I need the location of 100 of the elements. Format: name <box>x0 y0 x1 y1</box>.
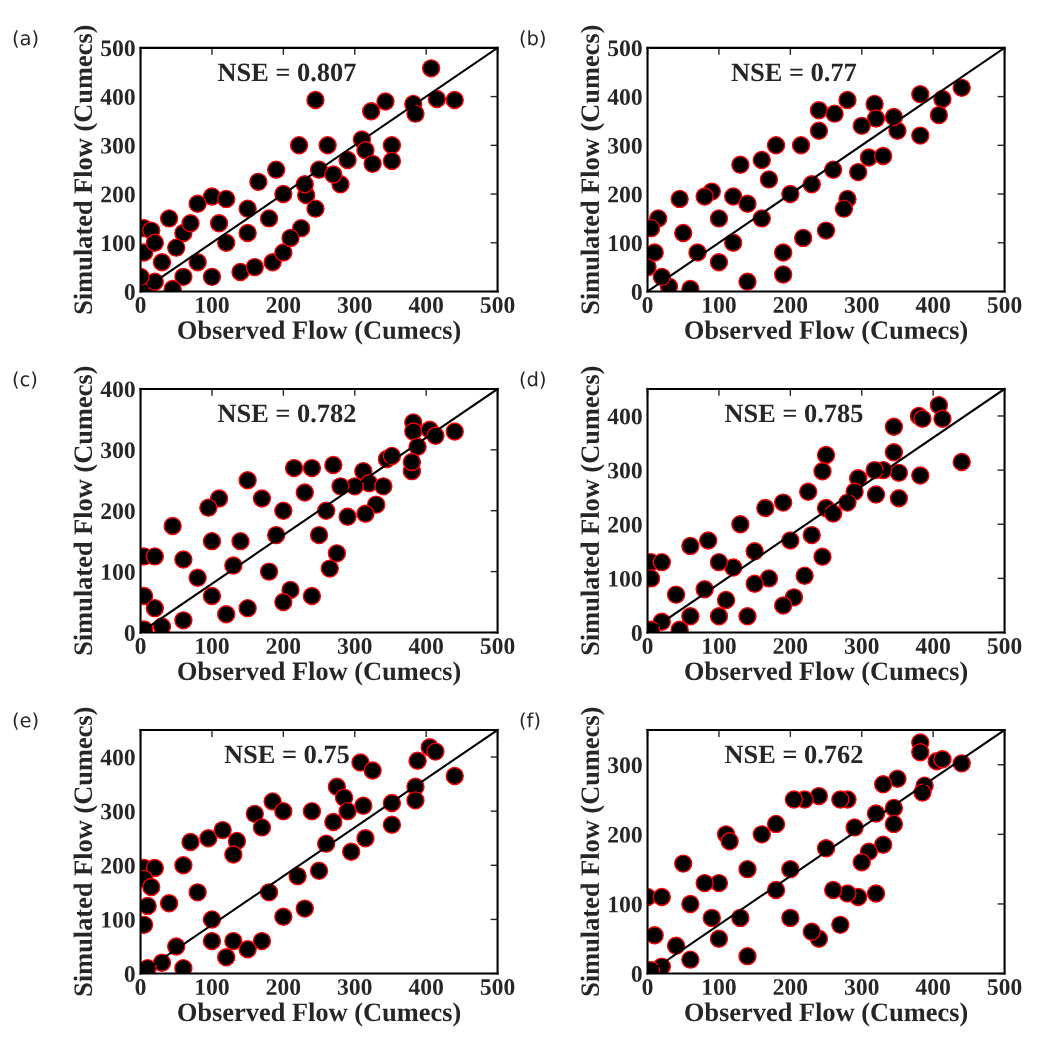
point <box>331 477 350 496</box>
y-tick-label: 100 <box>102 564 135 581</box>
y-tick-label: 400 <box>607 89 642 106</box>
point <box>202 531 222 551</box>
x-axis-title: Observed Flow (Cumecs) <box>178 1002 461 1027</box>
point <box>848 162 868 182</box>
point <box>327 544 347 563</box>
chart-title: (a) <box>13 30 38 48</box>
point <box>374 477 393 496</box>
point <box>774 596 793 615</box>
point <box>281 228 300 248</box>
chart-title: (d) <box>520 371 545 389</box>
point <box>302 458 322 478</box>
point <box>302 586 322 606</box>
x-axis-title: Observed Flow (Cumecs) <box>685 661 968 686</box>
x-axis-title: Observed Flow (Cumecs) <box>685 1002 968 1027</box>
x-tick-label: 100 <box>703 297 736 313</box>
point <box>252 931 272 951</box>
point <box>404 422 423 441</box>
point <box>231 262 250 282</box>
point <box>809 101 829 120</box>
point <box>152 253 172 272</box>
point <box>252 818 272 837</box>
point <box>274 801 293 821</box>
x-tick-label: 400 <box>408 297 443 313</box>
point <box>831 790 850 809</box>
chart-title: (b) <box>520 30 545 48</box>
point <box>217 233 236 252</box>
point <box>738 272 757 291</box>
point <box>852 852 871 872</box>
point <box>382 151 402 171</box>
point <box>274 907 293 926</box>
point <box>295 899 314 918</box>
point <box>426 742 445 761</box>
y-tick-label: 100 <box>609 570 642 587</box>
y-tick-label: 0 <box>631 966 642 982</box>
point <box>341 842 361 861</box>
point <box>952 452 971 472</box>
point <box>188 568 207 587</box>
x-tick-label: 0 <box>135 638 146 654</box>
point <box>356 140 375 160</box>
point <box>445 90 464 110</box>
point <box>209 214 229 233</box>
point <box>302 801 322 821</box>
point <box>813 547 832 566</box>
point <box>238 471 257 490</box>
point <box>911 743 930 762</box>
point <box>816 445 836 465</box>
x-tick-label: 400 <box>408 979 443 996</box>
point <box>873 775 893 794</box>
y-tick-label: 100 <box>609 896 642 913</box>
x-tick-label: 300 <box>337 297 372 313</box>
point <box>702 908 721 928</box>
point <box>406 104 425 123</box>
x-tick-label: 400 <box>915 979 950 996</box>
point <box>361 102 381 121</box>
x-tick-label: 200 <box>266 979 301 996</box>
point <box>167 238 186 257</box>
point <box>249 172 268 192</box>
y-axis-title: Simulated Flow (Cumecs) <box>73 366 98 655</box>
point <box>666 585 686 604</box>
point <box>338 801 357 821</box>
point <box>681 607 700 626</box>
y-tick-label: 0 <box>631 625 642 641</box>
point <box>188 883 207 902</box>
point <box>245 257 264 277</box>
y-tick-label: 100 <box>102 911 135 928</box>
point <box>309 861 329 880</box>
point <box>382 815 402 834</box>
x-tick-label: 500 <box>987 297 1022 313</box>
point <box>245 804 264 824</box>
y-tick-label: 200 <box>101 857 135 874</box>
point <box>267 160 286 179</box>
x-tick-label: 500 <box>480 297 515 313</box>
point <box>709 607 729 626</box>
point <box>295 483 314 502</box>
point <box>145 598 165 618</box>
point <box>709 209 729 228</box>
y-tick-label: 100 <box>102 235 135 252</box>
point <box>724 187 743 206</box>
point <box>774 265 793 284</box>
x-axis-title: Observed Flow (Cumecs) <box>685 320 968 345</box>
point <box>181 214 200 233</box>
annotation: NSE = 0.77 <box>731 63 857 82</box>
point <box>324 165 343 184</box>
point <box>752 150 771 170</box>
point <box>699 531 718 550</box>
point <box>816 221 836 240</box>
point <box>884 814 904 834</box>
point <box>217 948 236 967</box>
point <box>802 525 821 545</box>
y-tick-label: 200 <box>608 826 642 843</box>
point <box>199 498 218 517</box>
point <box>738 859 757 879</box>
y-tick-label: 0 <box>631 283 642 300</box>
point <box>382 136 402 155</box>
point <box>274 501 293 520</box>
y-axis-title: Simulated Flow (Cumecs) <box>73 25 98 314</box>
chart-title: (c) <box>13 371 37 389</box>
y-tick-label: 400 <box>100 749 135 766</box>
